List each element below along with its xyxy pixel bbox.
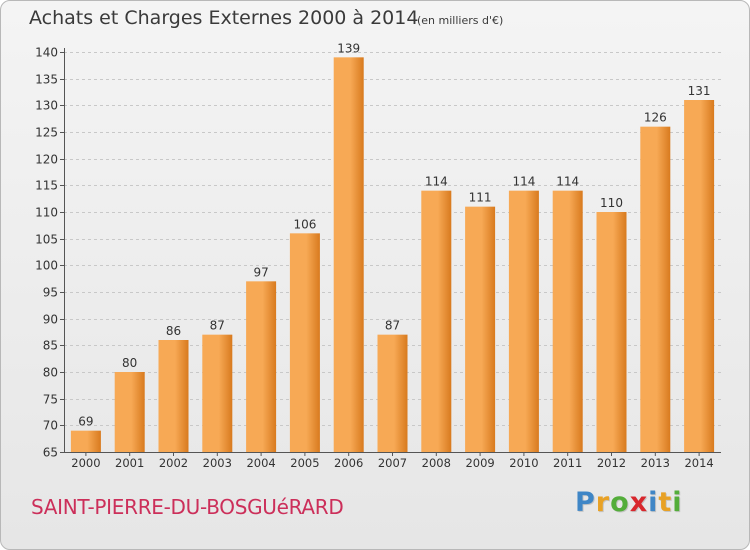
y-tick-label: 125 <box>35 126 58 140</box>
x-tick-label: 2009 <box>465 456 494 470</box>
data-label: 106 <box>293 217 316 231</box>
x-tick-label: 2010 <box>509 456 538 470</box>
y-tick-label: 80 <box>43 366 58 380</box>
x-tick-label: 2008 <box>422 456 451 470</box>
logo-letter: i <box>672 487 683 518</box>
x-tick-label: 2002 <box>159 456 188 470</box>
data-label: 86 <box>166 324 181 338</box>
data-label: 97 <box>253 265 268 279</box>
bar <box>465 206 496 452</box>
data-label: 69 <box>78 415 93 429</box>
y-tick-label: 115 <box>35 179 58 193</box>
y-tick-label: 95 <box>43 286 58 300</box>
bar <box>70 430 101 452</box>
x-tick-label: 2007 <box>378 456 407 470</box>
data-label: 126 <box>644 111 667 125</box>
bar <box>552 190 583 452</box>
data-label: 87 <box>210 319 225 333</box>
chart-title: Achats et Charges Externes 2000 à 2014 <box>29 7 419 29</box>
y-tick-label: 135 <box>35 73 58 87</box>
bar <box>640 126 671 453</box>
bar <box>508 190 539 452</box>
x-tick-label: 2012 <box>597 456 626 470</box>
data-label: 114 <box>556 175 579 189</box>
bar <box>202 334 233 452</box>
x-tick-label: 2003 <box>203 456 232 470</box>
x-tick-label: 2006 <box>334 456 363 470</box>
bar <box>333 57 364 452</box>
y-tick-label: 85 <box>43 339 58 353</box>
x-tick-label: 2000 <box>71 456 100 470</box>
x-tick-label: 2005 <box>290 456 319 470</box>
y-tick-label: 130 <box>35 99 58 113</box>
x-tick-label: 2004 <box>246 456 275 470</box>
bar <box>158 340 189 452</box>
data-label: 80 <box>122 356 137 370</box>
proxiti-logo[interactable]: Proxiti <box>575 487 683 518</box>
logo-letter: o <box>610 487 630 518</box>
x-tick-label: 2011 <box>553 456 582 470</box>
x-tick-label: 2013 <box>641 456 670 470</box>
bar <box>114 372 145 452</box>
y-tick-label: 105 <box>35 233 58 247</box>
y-tick-label: 65 <box>43 446 58 460</box>
logo-letter: i <box>648 487 659 518</box>
logo-letter: r <box>595 487 611 518</box>
y-tick-label: 120 <box>35 153 58 167</box>
bar <box>421 190 452 452</box>
data-label: 114 <box>512 175 535 189</box>
x-tick-label: 2014 <box>684 456 713 470</box>
y-tick-label: 110 <box>35 206 58 220</box>
data-label: 139 <box>337 41 360 55</box>
y-tick-label: 140 <box>35 46 58 60</box>
logo-letter: x <box>629 487 649 518</box>
bar <box>246 281 277 452</box>
data-label: 110 <box>600 196 623 210</box>
bar <box>684 100 715 452</box>
bar <box>289 233 320 452</box>
data-label: 114 <box>425 175 448 189</box>
commune-name: SAINT-PIERRE-DU-BOSGUéRARD <box>31 495 344 519</box>
data-label: 111 <box>469 191 492 205</box>
x-tick-label: 2001 <box>115 456 144 470</box>
bars: 69 80 86 87 97 106 139 87 114 111 114 114 110 126 131 <box>70 41 715 453</box>
data-label: 131 <box>688 84 711 98</box>
logo-letter: P <box>575 487 596 518</box>
bar <box>377 334 408 452</box>
bar <box>596 212 627 452</box>
logo-letter: t <box>658 487 673 518</box>
y-tick-label: 100 <box>35 259 58 273</box>
y-tick-label: 75 <box>43 393 58 407</box>
axes: 65 70 75 80 85 90 95 100 105 110 115 120 125 130 135 14… <box>35 46 721 470</box>
chart-unit: (en milliers d'€) <box>417 14 504 27</box>
y-tick-label: 70 <box>43 419 58 433</box>
y-tick-label: 90 <box>43 313 58 327</box>
data-label: 87 <box>385 319 400 333</box>
